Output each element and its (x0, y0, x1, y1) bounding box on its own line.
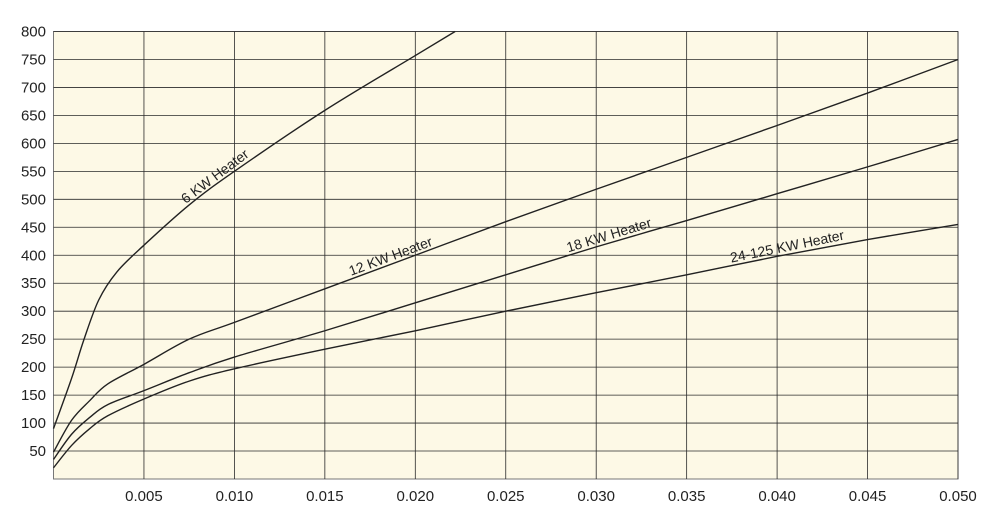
grid (53, 31, 959, 479)
x-tick-label: 0.015 (306, 488, 344, 505)
x-tick-label: 0.010 (216, 488, 254, 505)
y-tick-label: 50 (29, 443, 46, 460)
y-tick-label: 350 (21, 275, 46, 292)
y-axis: 50 100 150 200 250 300 350 400 450 500 550 600 650 70… (21, 24, 46, 461)
y-tick-label: 500 (21, 191, 46, 208)
y-tick-label: 300 (21, 303, 46, 320)
x-axis: 0.005 0.010 0.015 0.020 0.025 0.030 0.035 0.040… (125, 488, 977, 505)
series-line (52, 30, 456, 429)
y-tick-label: 750 (21, 51, 46, 68)
x-tick-label: 0.035 (668, 488, 706, 505)
series-line (52, 138, 959, 460)
x-tick-label: 0.030 (577, 488, 615, 505)
y-tick-label: 150 (21, 387, 46, 404)
x-tick-label: 0.025 (487, 488, 525, 505)
x-tick-label: 0.040 (758, 488, 796, 505)
y-tick-label: 600 (21, 135, 46, 152)
series-line (52, 223, 959, 469)
x-tick-label: 0.020 (397, 488, 435, 505)
y-tick-label: 450 (21, 219, 46, 236)
y-tick-label: 400 (21, 247, 46, 264)
y-tick-label: 100 (21, 415, 46, 432)
y-tick-label: 650 (21, 107, 46, 124)
x-tick-label: 0.045 (849, 488, 887, 505)
x-tick-label: 0.005 (125, 488, 163, 505)
y-tick-label: 800 (21, 24, 46, 41)
y-tick-label: 700 (21, 79, 46, 96)
series-line (52, 58, 959, 453)
y-tick-label: 200 (21, 359, 46, 376)
y-tick-label: 550 (21, 163, 46, 180)
y-tick-label: 250 (21, 331, 46, 348)
x-tick-label: 0.050 (939, 488, 977, 505)
series-lines (52, 30, 959, 469)
